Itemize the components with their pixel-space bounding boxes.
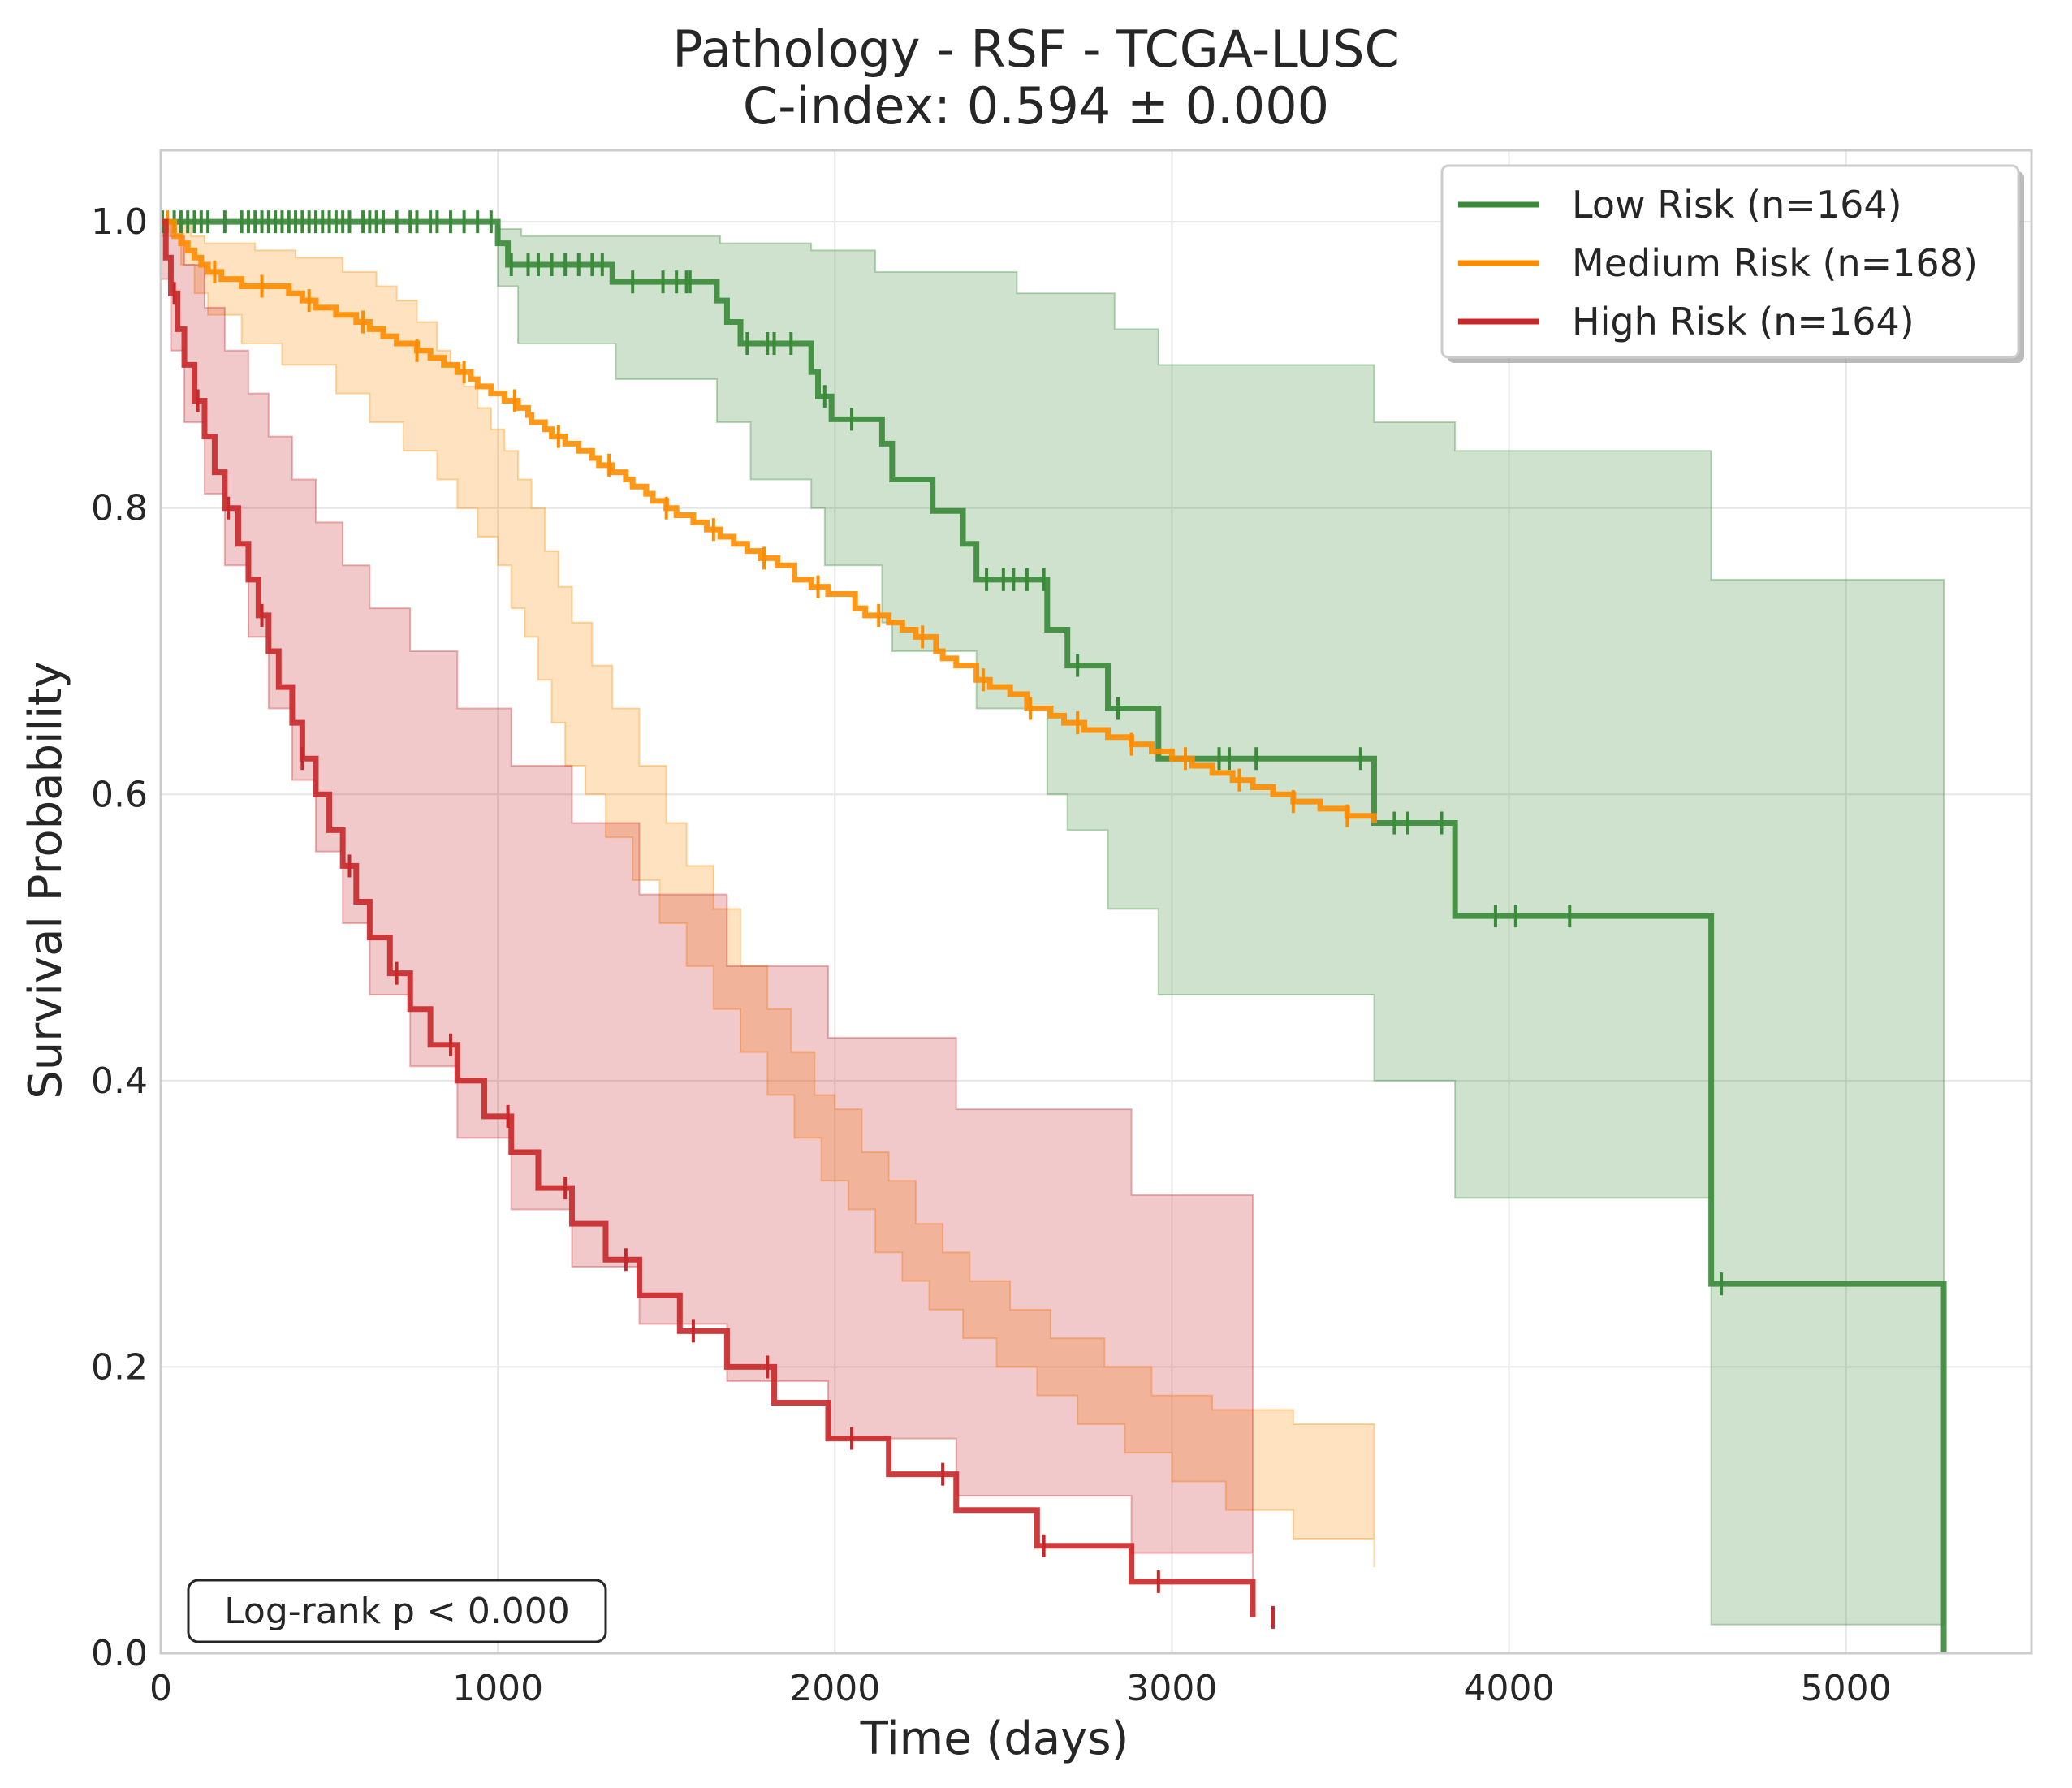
x-axis-label: Time (days) xyxy=(860,1712,1129,1765)
censor-marks-1 xyxy=(166,210,1349,827)
x-tick-label: 5000 xyxy=(1801,1668,1892,1709)
y-axis-label: Survival Probability xyxy=(19,661,72,1099)
chart-title-line2: C-index: 0.594 ± 0.000 xyxy=(743,76,1329,136)
legend-entry-label: High Risk (n=164) xyxy=(1572,300,1914,343)
survival-curve-2 xyxy=(161,218,1256,1617)
censor-marks-0 xyxy=(161,210,1724,1296)
legend: Low Risk (n=164) Medium Risk (n=168) High … xyxy=(1440,164,2024,363)
y-tick-label: 0.8 xyxy=(91,488,148,529)
ci-band-2 xyxy=(160,221,1254,1611)
x-tick-label: 1000 xyxy=(452,1668,543,1709)
logrank-text: Log-rank p < 0.000 xyxy=(224,1591,570,1632)
logrank-box xyxy=(187,1579,607,1643)
x-tick-label: 3000 xyxy=(1126,1668,1217,1709)
chart-title-line1: Pathology - RSF - TCGA-LUSC xyxy=(672,19,1400,79)
legend-entry-label: Medium Risk (n=168) xyxy=(1572,241,1978,285)
y-tick-label: 0.0 xyxy=(91,1633,148,1674)
y-tick-label: 0.2 xyxy=(91,1346,148,1388)
x-tick-label: 2000 xyxy=(789,1668,880,1709)
ci-band-0 xyxy=(161,221,1945,1626)
ticks-layer: 0 1000 2000 3000 4000 5000 0.0 0.2 0.4 0.6 0.8 1.0 xyxy=(91,201,1892,1709)
legend-entry-label: Low Risk (n=164) xyxy=(1572,183,1902,227)
legend-box xyxy=(1440,164,2020,359)
logrank-annotation: Log-rank p < 0.000 xyxy=(187,1579,607,1643)
x-tick-label: 0 xyxy=(149,1668,172,1709)
y-tick-label: 1.0 xyxy=(91,201,148,243)
plot-frame xyxy=(159,149,2033,1655)
ci-band-1 xyxy=(160,221,1375,1568)
censor-marks-2 xyxy=(172,282,1275,1629)
survival-curve-0 xyxy=(161,218,1947,1653)
x-tick-label: 4000 xyxy=(1464,1668,1555,1709)
series-layer xyxy=(160,210,1947,1653)
y-tick-label: 0.6 xyxy=(91,774,148,815)
y-tick-label: 0.4 xyxy=(91,1060,148,1102)
